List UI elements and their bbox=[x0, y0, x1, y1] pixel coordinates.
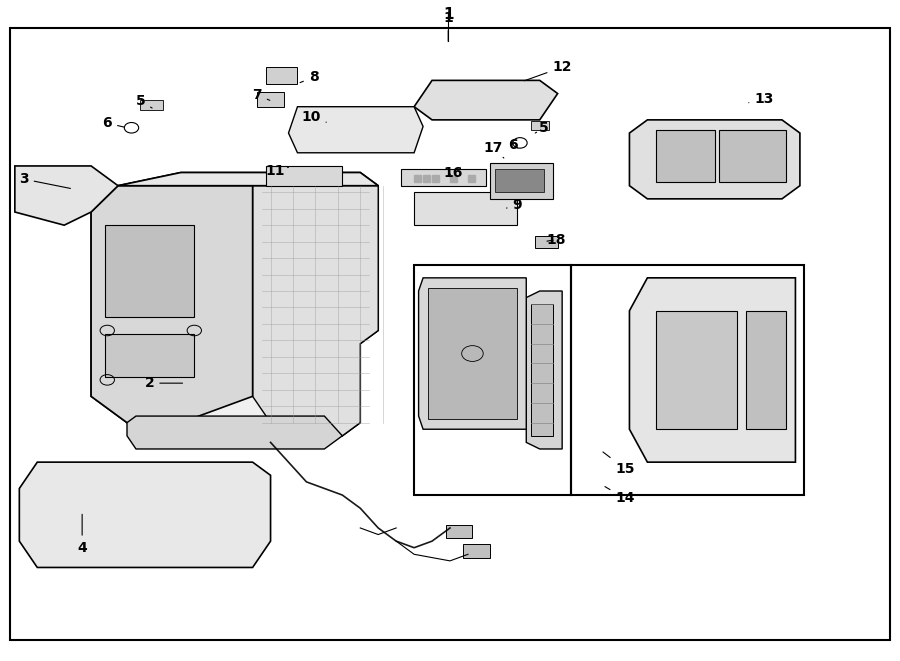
Bar bbox=[266, 67, 298, 84]
Polygon shape bbox=[629, 120, 800, 199]
Text: 4: 4 bbox=[77, 514, 87, 555]
Text: 11: 11 bbox=[266, 164, 289, 178]
Text: 2: 2 bbox=[145, 376, 183, 390]
Text: 1: 1 bbox=[444, 11, 453, 42]
Text: 5: 5 bbox=[536, 121, 549, 135]
Polygon shape bbox=[91, 186, 253, 436]
FancyBboxPatch shape bbox=[104, 334, 194, 377]
Bar bbox=[656, 311, 737, 429]
Bar bbox=[746, 311, 787, 429]
Bar bbox=[531, 121, 549, 130]
Text: 1: 1 bbox=[443, 7, 454, 22]
Polygon shape bbox=[400, 169, 486, 186]
Text: 16: 16 bbox=[443, 165, 463, 180]
Polygon shape bbox=[531, 304, 554, 436]
Bar bbox=[495, 169, 544, 192]
Text: 15: 15 bbox=[603, 452, 634, 476]
FancyBboxPatch shape bbox=[104, 225, 194, 317]
Polygon shape bbox=[118, 173, 378, 186]
Bar bbox=[464, 545, 490, 558]
Text: 8: 8 bbox=[300, 70, 319, 84]
Text: 10: 10 bbox=[302, 110, 327, 124]
Bar bbox=[468, 175, 475, 182]
Bar bbox=[432, 175, 439, 182]
Bar bbox=[414, 175, 421, 182]
Bar bbox=[257, 93, 284, 106]
Text: 6: 6 bbox=[103, 116, 124, 130]
Polygon shape bbox=[414, 81, 558, 120]
Text: 14: 14 bbox=[605, 486, 634, 506]
Bar bbox=[719, 130, 787, 182]
Bar bbox=[450, 175, 457, 182]
Bar bbox=[423, 175, 430, 182]
Bar bbox=[140, 100, 163, 110]
Text: 7: 7 bbox=[252, 88, 270, 102]
Polygon shape bbox=[14, 166, 118, 225]
Polygon shape bbox=[418, 278, 526, 429]
Text: 6: 6 bbox=[508, 138, 518, 152]
Text: 18: 18 bbox=[546, 233, 565, 247]
Bar bbox=[656, 130, 715, 182]
Polygon shape bbox=[253, 186, 378, 436]
Polygon shape bbox=[526, 291, 562, 449]
Bar bbox=[428, 288, 518, 419]
Polygon shape bbox=[491, 163, 554, 199]
Text: 12: 12 bbox=[525, 60, 572, 81]
Polygon shape bbox=[414, 192, 518, 225]
Text: 17: 17 bbox=[483, 141, 504, 158]
Polygon shape bbox=[629, 278, 796, 462]
Polygon shape bbox=[266, 166, 342, 186]
Bar bbox=[446, 525, 472, 538]
Text: 5: 5 bbox=[136, 95, 152, 108]
Polygon shape bbox=[91, 173, 378, 436]
Text: 13: 13 bbox=[749, 92, 774, 106]
Polygon shape bbox=[289, 106, 423, 153]
Text: 3: 3 bbox=[19, 172, 70, 188]
Polygon shape bbox=[19, 462, 271, 567]
Text: 9: 9 bbox=[507, 198, 522, 212]
Bar bbox=[536, 237, 558, 249]
Polygon shape bbox=[127, 416, 342, 449]
